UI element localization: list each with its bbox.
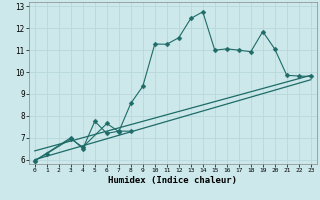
X-axis label: Humidex (Indice chaleur): Humidex (Indice chaleur)	[108, 176, 237, 185]
